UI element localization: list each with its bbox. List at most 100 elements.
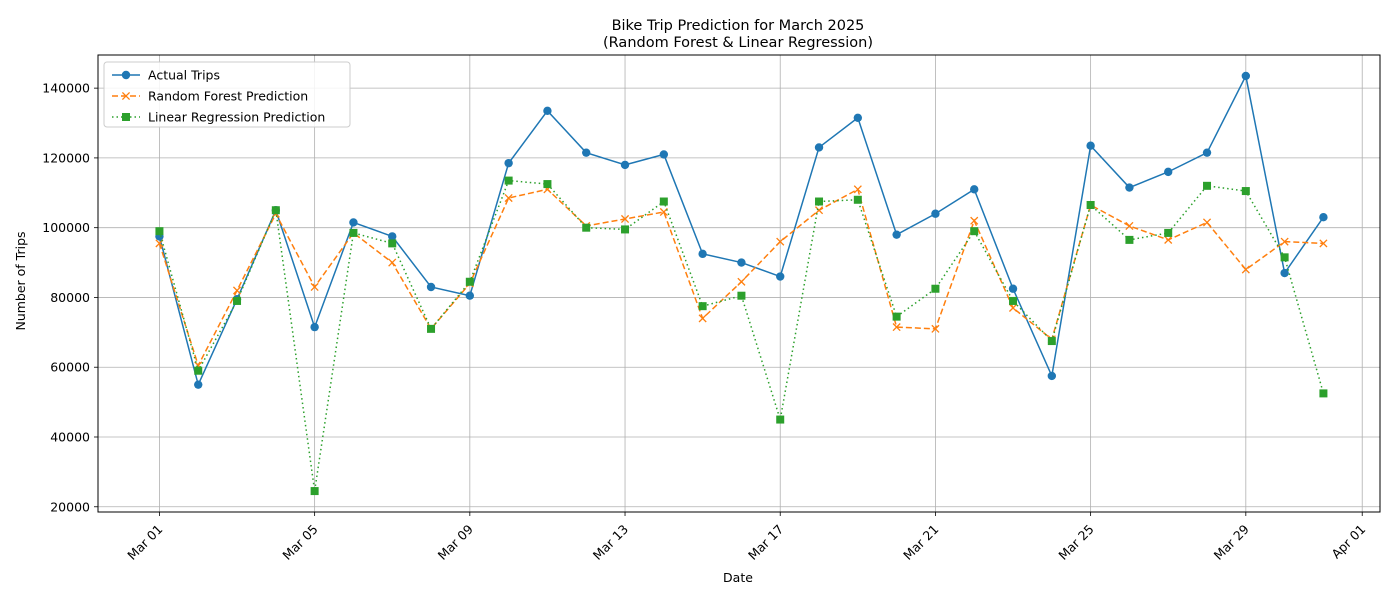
data-point [698, 314, 707, 323]
data-point [349, 218, 358, 227]
legend-label: Random Forest Prediction [148, 89, 308, 104]
x-tick-label: Mar 17 [745, 522, 786, 563]
data-point [1086, 141, 1095, 150]
data-point [892, 312, 901, 321]
data-point [1164, 228, 1173, 237]
data-point [1241, 71, 1251, 81]
data-point [427, 324, 436, 333]
data-point [698, 249, 707, 259]
data-point [698, 302, 707, 311]
data-point [737, 258, 746, 267]
x-tick-label: Mar 01 [124, 522, 165, 563]
data-point [310, 487, 319, 496]
data-point [1280, 253, 1289, 262]
data-point [815, 197, 824, 206]
data-point [1047, 371, 1057, 381]
legend-label: Actual Trips [148, 68, 220, 83]
data-point [465, 277, 474, 286]
y-tick-label: 100000 [42, 220, 90, 235]
legend-box [103, 61, 351, 128]
data-point [271, 206, 280, 215]
data-point [310, 282, 319, 292]
data-point [121, 70, 131, 80]
data-point [504, 158, 513, 168]
data-point [582, 223, 591, 232]
data-point [1319, 389, 1328, 398]
data-point [349, 228, 358, 237]
data-point [970, 185, 979, 194]
data-point [892, 230, 901, 239]
data-point [121, 91, 131, 101]
data-point [892, 323, 901, 332]
data-point [853, 185, 862, 194]
legend-label: Linear Regression Prediction [148, 110, 325, 125]
data-point [1125, 235, 1134, 244]
y-tick-label: 40000 [50, 429, 90, 444]
x-axis-label: Date [723, 570, 753, 585]
series-linear-regression-prediction [155, 176, 1328, 496]
data-point [543, 180, 552, 189]
data-point [931, 284, 940, 293]
data-point [1009, 296, 1018, 305]
data-point [504, 176, 513, 185]
data-point [122, 113, 130, 121]
data-point [465, 291, 475, 300]
data-point [970, 227, 979, 236]
chart-title: Bike Trip Prediction for March 2025 [612, 18, 865, 34]
data-point [1008, 284, 1018, 293]
chart-subtitle: (Random Forest & Linear Regression) [603, 35, 873, 51]
data-point [621, 225, 630, 234]
data-point [426, 282, 436, 292]
legend-entry: Linear Regression Prediction [112, 110, 325, 125]
data-point [814, 143, 824, 152]
data-point [659, 150, 669, 159]
data-point [1047, 337, 1056, 346]
y-tick-label: 80000 [50, 290, 90, 305]
x-tick-label: Mar 21 [900, 522, 941, 563]
data-point [1202, 148, 1212, 157]
data-point [1086, 201, 1095, 210]
series-layer [155, 71, 1328, 496]
data-point [620, 160, 630, 170]
data-point [1241, 187, 1250, 196]
data-point [194, 366, 203, 375]
data-point [1164, 167, 1173, 177]
x-tick-label: Mar 25 [1055, 522, 1096, 563]
data-point [931, 324, 940, 333]
data-point [232, 286, 242, 295]
data-point [504, 193, 513, 203]
legend-entry: Actual Trips [112, 68, 220, 83]
data-point [1280, 237, 1289, 246]
data-point [776, 272, 785, 281]
data-point [814, 206, 824, 215]
data-point [853, 113, 863, 122]
x-tick-label: Mar 29 [1211, 521, 1252, 562]
x-tick-label: Apr 01 [1328, 522, 1368, 562]
data-point [1319, 213, 1328, 222]
y-tick-label: 120000 [42, 150, 90, 165]
data-point [1125, 221, 1134, 230]
data-point [659, 197, 668, 206]
data-point [776, 237, 785, 246]
data-point [543, 106, 552, 116]
data-point [194, 380, 203, 389]
data-point [931, 209, 940, 218]
y-tick-label: 60000 [50, 360, 90, 375]
data-point [388, 258, 397, 267]
x-tick-label: Mar 09 [435, 521, 476, 562]
data-point [1241, 265, 1250, 274]
data-point [310, 322, 319, 332]
data-point [1125, 183, 1134, 192]
data-point [1164, 235, 1173, 244]
data-point [853, 195, 862, 204]
data-point [970, 216, 979, 225]
data-point [1202, 218, 1212, 227]
y-tick-label: 140000 [42, 81, 90, 96]
data-point [1008, 303, 1018, 312]
data-point [388, 239, 397, 248]
x-tick-label: Mar 05 [279, 522, 320, 563]
y-axis-label: Number of Trips [13, 231, 28, 330]
data-point [776, 415, 785, 424]
data-point [388, 232, 397, 241]
